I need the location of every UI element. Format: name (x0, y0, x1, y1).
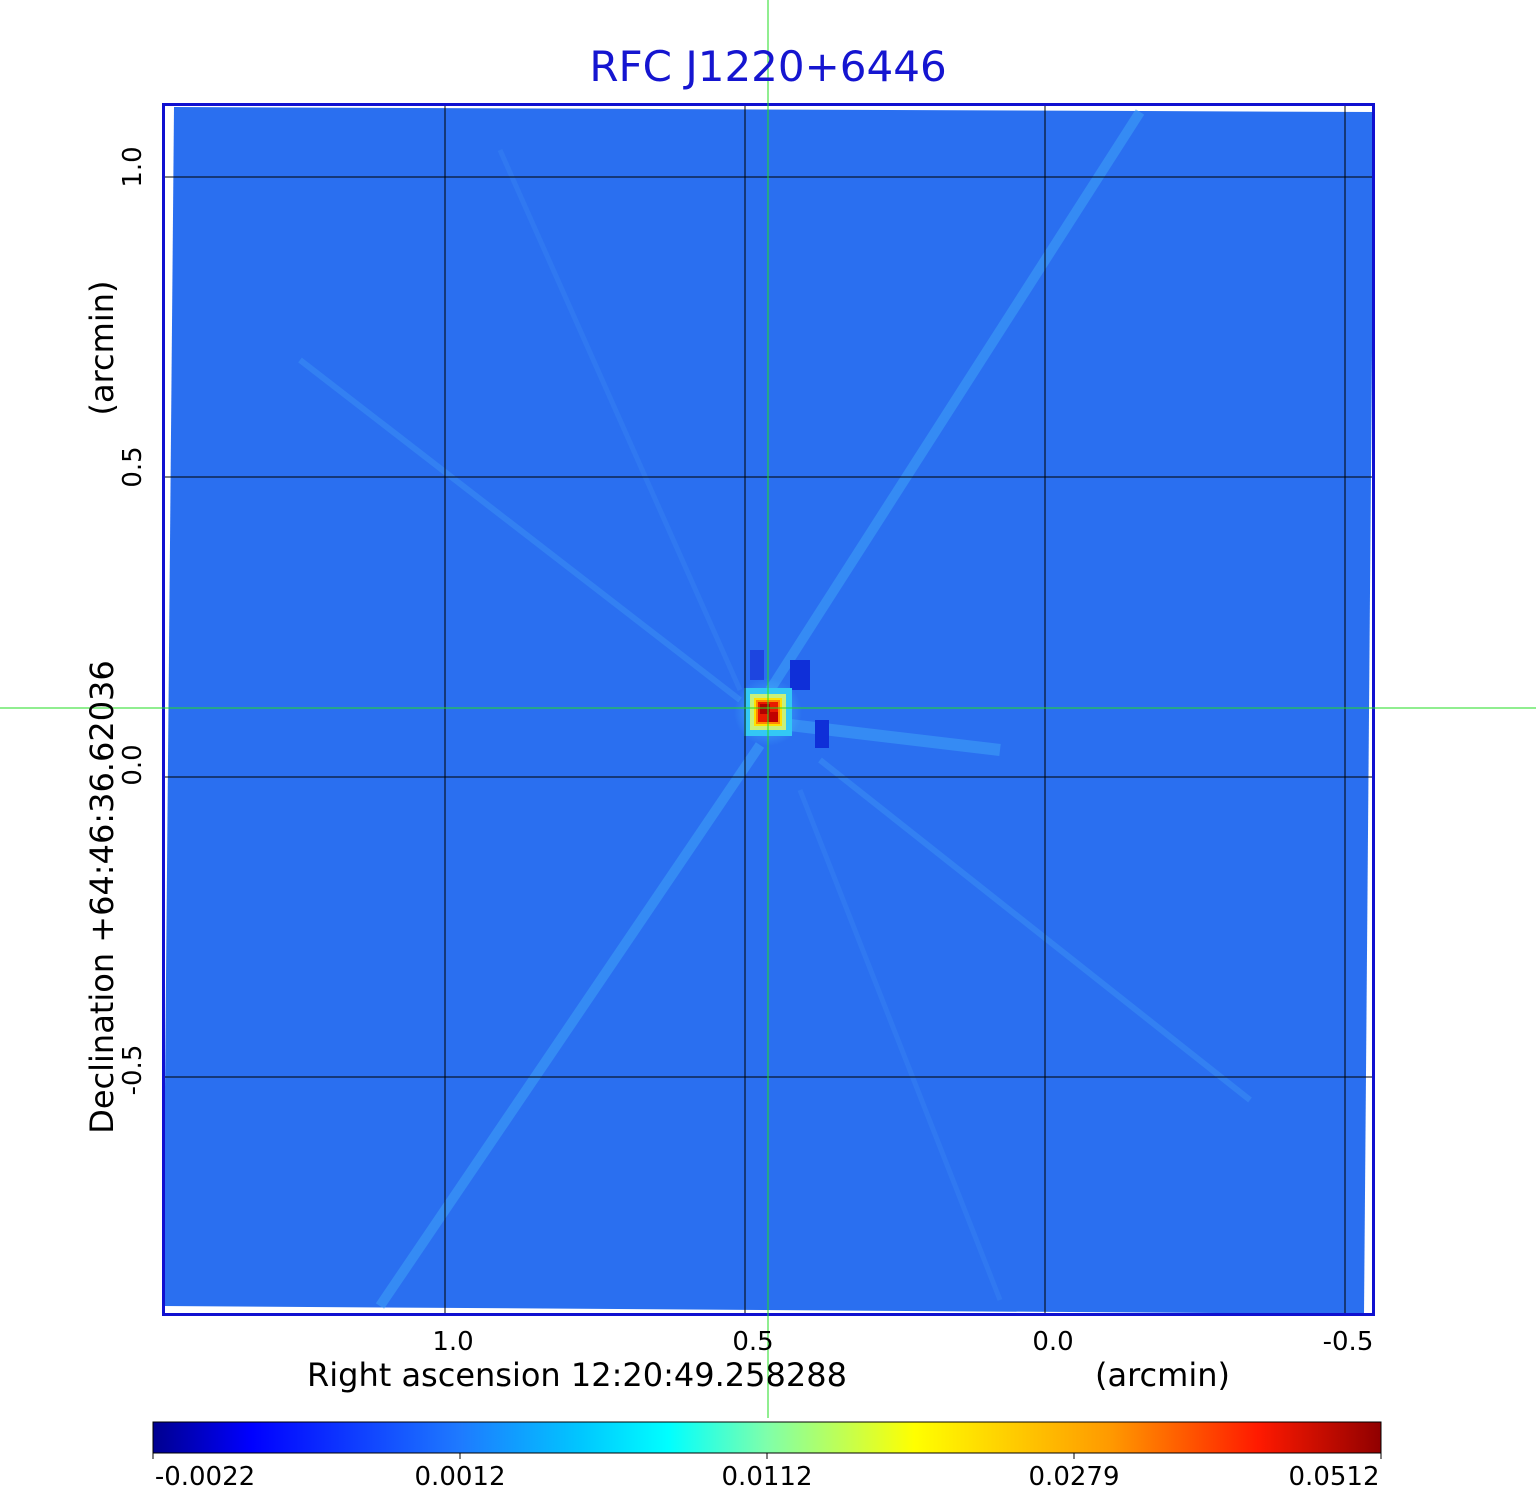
x-tick-label: 0.0 (1032, 1327, 1074, 1357)
sidelobe-streaks (298, 109, 1252, 1309)
x-tick-label: 0.5 (732, 1327, 774, 1357)
colorbar-tick-label: 0.0012 (414, 1462, 506, 1492)
negative-lobe (750, 650, 764, 680)
x-tick-label: -0.5 (1322, 1327, 1374, 1357)
negative-lobe (815, 720, 829, 748)
y-tick-label: 0.5 (118, 446, 148, 488)
colorbar-tick-label: 0.0512 (1288, 1462, 1380, 1492)
crosshair (0, 0, 1536, 1418)
x-axis-label: Right ascension 12:20:49.258288 (307, 1356, 847, 1394)
colorbar-ticks (152, 1453, 1382, 1459)
colorbar-tick-label: 0.0112 (721, 1462, 813, 1492)
x-axis-unit: (arcmin) (1095, 1356, 1230, 1394)
image-title: RFC J1220+6446 (589, 42, 947, 91)
negative-lobe (790, 660, 810, 690)
y-tick-label: 0.0 (118, 744, 148, 786)
y-axis-unit: (arcmin) (83, 280, 121, 416)
colorbar-tick-label: 0.0279 (1028, 1462, 1120, 1492)
x-tick-label: 1.0 (432, 1327, 474, 1357)
y-tick-label: 1.0 (118, 146, 148, 188)
y-axis-label: Declination +64:46:36.62036 (83, 660, 121, 1134)
colorbar (152, 1421, 1382, 1454)
y-tick-label: -0.5 (118, 1044, 148, 1096)
colorbar-tick-label: -0.0022 (154, 1462, 256, 1492)
radio-source[interactable] (734, 678, 802, 746)
